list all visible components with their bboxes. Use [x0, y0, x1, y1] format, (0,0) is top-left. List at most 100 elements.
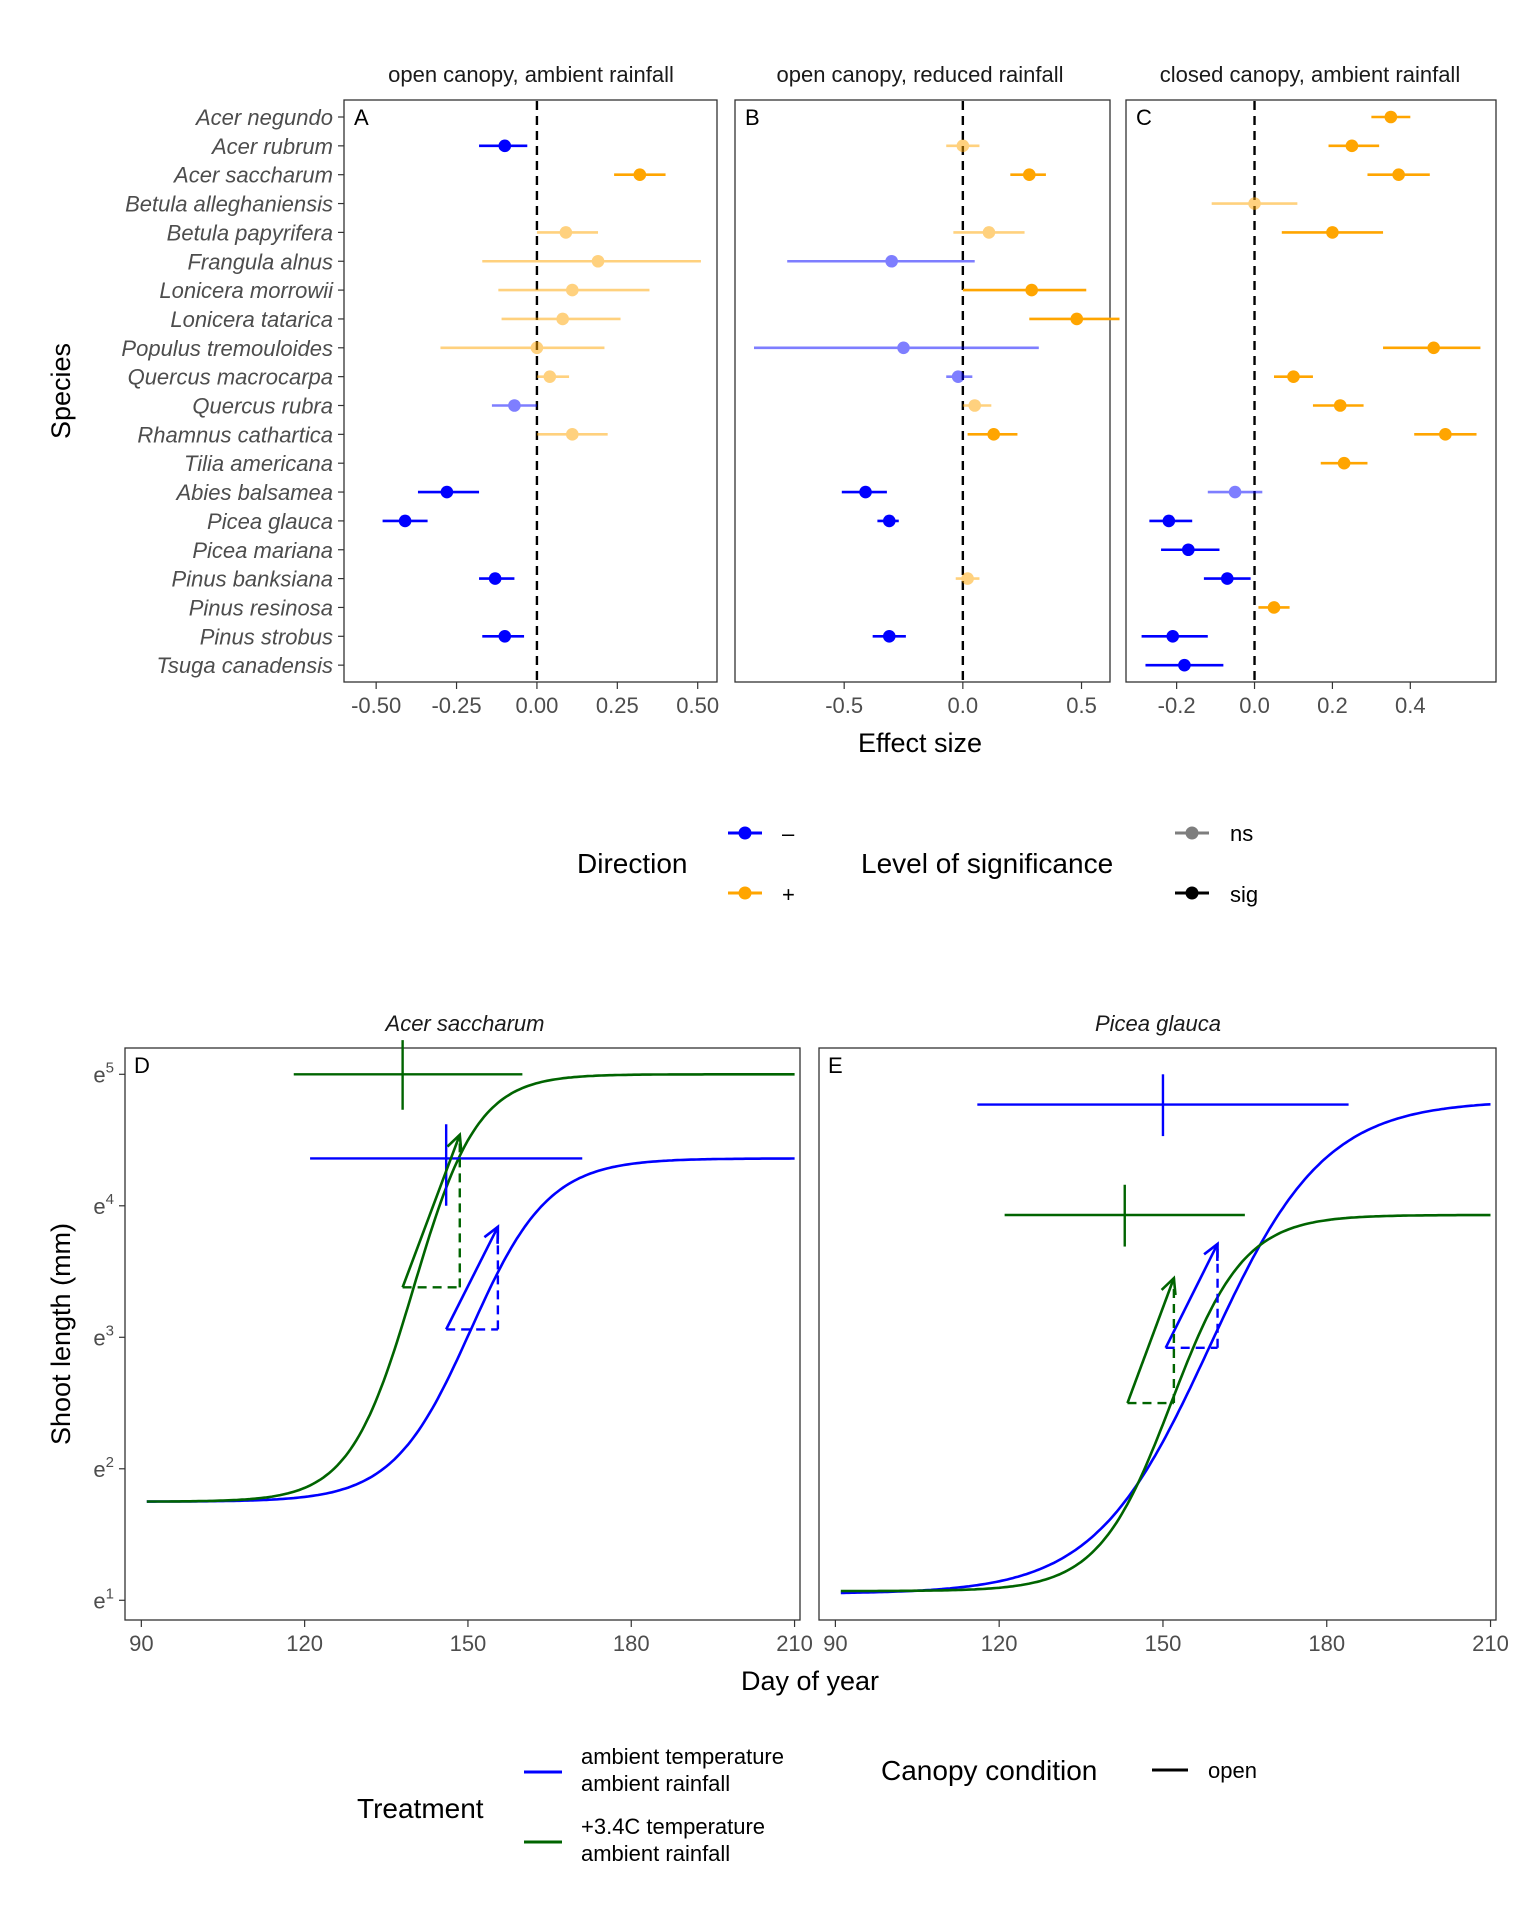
growth-curve-warmed [840, 1213, 1491, 1593]
point-estimate [1228, 485, 1242, 499]
arrow-head [446, 1131, 463, 1152]
estimate-point [946, 370, 973, 383]
point-estimate [508, 399, 521, 412]
x-tick-label: 0.0 [948, 693, 979, 718]
point-estimate [1267, 601, 1281, 614]
species-label: Quercus macrocarpa [128, 365, 333, 390]
panel-a-tag: A [354, 105, 369, 130]
panel-e-x-axis: 90 120 150 180 210 [823, 1620, 1509, 1656]
estimate-point [967, 428, 1018, 441]
y-tick-label: e4 [93, 1191, 114, 1219]
x-tick-label: 0.50 [676, 693, 719, 718]
estimate-point [872, 630, 906, 643]
direction-legend-title: Direction [577, 848, 687, 879]
legend-label-warmed-line1: +3.4C temperature [581, 1814, 765, 1839]
point-estimate [1333, 399, 1347, 412]
estimate-point [955, 572, 980, 585]
point-estimate [859, 485, 872, 499]
slope-arrow [401, 1134, 461, 1288]
panel-e-tag: E [828, 1053, 843, 1078]
point-estimate [987, 428, 1001, 441]
point-estimate [1427, 341, 1440, 355]
effect-size-axis-title: Effect size [858, 728, 982, 758]
estimate-point [962, 399, 992, 412]
species-label: Frangula alnus [187, 249, 333, 274]
y-tick-base: e [93, 1194, 105, 1219]
y-tick-label: e1 [93, 1585, 114, 1613]
panel-a-title: open canopy, ambient rainfall [388, 62, 674, 87]
panel-a-marks [382, 101, 701, 681]
point-estimate [1182, 543, 1195, 557]
species-label: Acer rubrum [210, 134, 333, 159]
y-tick-label: e5 [93, 1059, 114, 1087]
legend-label-ns: ns [1230, 821, 1253, 846]
point-estimate [961, 572, 974, 585]
x-tick-label: 120 [981, 1631, 1018, 1656]
significance-legend-title: Level of significance [861, 848, 1113, 879]
point-estimate [440, 485, 454, 499]
panel-d-marks [146, 1040, 795, 1503]
timing-cross-warmed [1004, 1184, 1245, 1247]
x-tick-label: 210 [776, 1631, 813, 1656]
forest-legend: Direction – + Level of significance ns s… [577, 821, 1258, 907]
legend-label-warmed-line2: ambient rainfall [581, 1841, 730, 1866]
legend-key-sig [1175, 886, 1209, 900]
panel-d-tag: D [134, 1053, 150, 1078]
growth-curve-ambient [146, 1157, 795, 1503]
forest-plot: open canopy, ambient rainfall A -0.50 -0.… [46, 62, 1497, 907]
slope-arrow [1126, 1277, 1176, 1404]
y-tick-base: e [93, 1457, 105, 1482]
point-estimate [1070, 312, 1084, 326]
estimate-point [1207, 485, 1263, 499]
x-tick-label: 0.5 [1066, 693, 1097, 718]
point-estimate [498, 139, 512, 153]
point-estimate [566, 283, 579, 297]
canopy-legend-title: Canopy condition [881, 1755, 1097, 1786]
panel-e-frame [818, 1047, 1497, 1621]
point-estimate [1166, 630, 1180, 643]
x-tick-label: 150 [450, 1631, 487, 1656]
x-tick-label: 0.0 [1239, 693, 1270, 718]
species-label: Pinus resinosa [189, 595, 333, 620]
growth-curve-ambient [840, 1103, 1491, 1595]
x-tick-label: 210 [1472, 1631, 1509, 1656]
estimate-point [382, 514, 428, 528]
panel-c-marks [1141, 101, 1481, 681]
point-estimate [1023, 168, 1036, 181]
legend-key-negative [728, 826, 762, 840]
panel-c-tag: C [1136, 105, 1152, 130]
estimate-point [501, 312, 621, 326]
estimate-point [479, 139, 528, 153]
legend-key-ns [1175, 826, 1209, 840]
x-tick-label: 0.4 [1395, 693, 1426, 718]
estimate-point [753, 341, 1039, 355]
estimate-point [482, 630, 525, 643]
panel-d-x-axis: 90 120 150 180 210 [129, 1620, 813, 1656]
panel-a-x-axis: -0.50 -0.25 0.00 0.25 0.50 [351, 682, 719, 718]
species-label: Betula papyrifera [167, 220, 333, 245]
point-estimate [566, 428, 579, 441]
panel-d: Acer saccharum D 90 120 150 180 210 [124, 1011, 813, 1656]
growth-rate-triangle-warmed [1126, 1275, 1177, 1405]
point-estimate [1384, 110, 1398, 124]
point-estimate [1326, 226, 1339, 239]
x-tick-label: 120 [286, 1631, 323, 1656]
panel-d-title: Acer saccharum [384, 1011, 545, 1036]
y-tick-base: e [93, 1588, 105, 1613]
legend-label-ambient-line2: ambient rainfall [581, 1771, 730, 1796]
estimate-point [1328, 139, 1380, 153]
growth-legend: Treatment ambient temperature ambient ra… [357, 1744, 1257, 1866]
slope-arrow [445, 1226, 500, 1330]
point-estimate [543, 370, 557, 383]
x-tick-label: -0.5 [825, 693, 863, 718]
species-label: Pinus strobus [200, 624, 333, 649]
species-label: Abies balsamea [174, 480, 333, 505]
species-axis: Acer negundo Acer rubrum Acer saccharum Bet… [121, 105, 344, 678]
point-estimate [982, 226, 996, 239]
estimate-point [1203, 572, 1251, 585]
panel-d-frame [124, 1047, 801, 1621]
estimate-point [1367, 168, 1430, 181]
estimate-point [953, 226, 1025, 239]
panel-c-frame [1125, 99, 1497, 683]
estimate-point [1274, 370, 1313, 383]
